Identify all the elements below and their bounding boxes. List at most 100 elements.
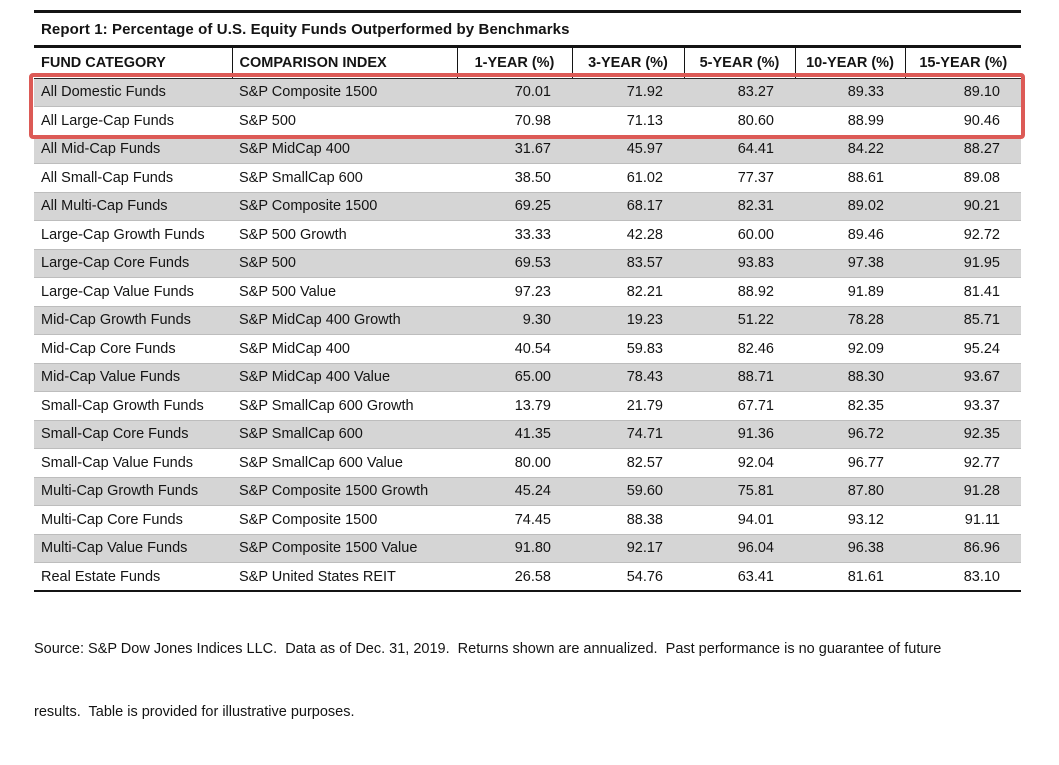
value-cell: 88.61 xyxy=(795,163,905,192)
value-cell: 91.36 xyxy=(684,419,795,449)
value-cell: 78.28 xyxy=(795,305,905,335)
fund-category-cell: All Domestic Funds xyxy=(34,78,232,107)
table-row: Mid-Cap Core Funds S&P MidCap 400 40.54 59.… xyxy=(34,334,1021,363)
column-header: 3-YEAR (%) xyxy=(571,48,684,79)
table-row: Multi-Cap Growth Funds S&P Composite 1500… xyxy=(34,476,1021,506)
value-cell: 83.57 xyxy=(572,248,684,278)
value-cell: 88.30 xyxy=(795,362,905,392)
value-cell: 93.67 xyxy=(905,362,1021,392)
value-cell: 88.27 xyxy=(905,134,1021,164)
value-cell: 90.46 xyxy=(905,106,1021,135)
table-row: Large-Cap Value Funds S&P 500 Value 97.23 8… xyxy=(34,277,1021,306)
value-cell: 9.30 xyxy=(457,305,572,335)
value-cell: 69.25 xyxy=(457,191,572,221)
value-cell: 96.72 xyxy=(795,419,905,449)
fund-category-cell: Multi-Cap Core Funds xyxy=(34,505,232,534)
table-row: All Mid-Cap Funds S&P MidCap 400 31.67 45.9… xyxy=(34,134,1021,164)
value-cell: 40.54 xyxy=(457,334,572,363)
comparison-index-cell: S&P 500 xyxy=(232,106,457,135)
comparison-index-cell: S&P SmallCap 600 Growth xyxy=(232,391,457,420)
value-cell: 70.98 xyxy=(457,106,572,135)
value-cell: 97.23 xyxy=(457,277,572,306)
value-cell: 71.13 xyxy=(572,106,684,135)
value-cell: 96.77 xyxy=(795,448,905,477)
value-cell: 89.46 xyxy=(795,220,905,249)
value-cell: 82.57 xyxy=(572,448,684,477)
report-table-wrap: FUND CATEGORY COMPARISON INDEX 1-YEAR (%) 3… xyxy=(29,48,1025,592)
value-cell: 88.99 xyxy=(795,106,905,135)
report-page: Report 1: Percentage of U.S. Equity Fund… xyxy=(29,10,1025,721)
value-cell: 82.31 xyxy=(684,191,795,221)
table-row: All Domestic Funds S&P Composite 1500 70.0… xyxy=(34,78,1021,107)
fund-category-cell: Small-Cap Core Funds xyxy=(34,419,232,449)
header-row: FUND CATEGORY COMPARISON INDEX 1-YEAR (%) 3… xyxy=(34,48,1021,79)
comparison-index-cell: S&P MidCap 400 Growth xyxy=(232,305,457,335)
table-row: Real Estate Funds S&P United States REIT 2… xyxy=(34,562,1021,591)
value-cell: 89.33 xyxy=(795,78,905,107)
value-cell: 54.76 xyxy=(572,562,684,591)
value-cell: 42.28 xyxy=(572,220,684,249)
table-row: Mid-Cap Value Funds S&P MidCap 400 Value 6… xyxy=(34,362,1021,392)
value-cell: 45.24 xyxy=(457,476,572,506)
value-cell: 77.37 xyxy=(684,163,795,192)
column-header: 5-YEAR (%) xyxy=(683,48,795,79)
value-cell: 51.22 xyxy=(684,305,795,335)
fund-category-cell: All Large-Cap Funds xyxy=(34,106,232,135)
comparison-index-cell: S&P Composite 1500 xyxy=(232,505,457,534)
value-cell: 74.71 xyxy=(572,419,684,449)
fund-category-cell: Large-Cap Core Funds xyxy=(34,248,232,278)
value-cell: 74.45 xyxy=(457,505,572,534)
fund-category-cell: All Mid-Cap Funds xyxy=(34,134,232,164)
value-cell: 80.00 xyxy=(457,448,572,477)
table-row: Multi-Cap Core Funds S&P Composite 1500 74… xyxy=(34,505,1021,534)
comparison-index-cell: S&P 500 xyxy=(232,248,457,278)
value-cell: 84.22 xyxy=(795,134,905,164)
value-cell: 21.79 xyxy=(572,391,684,420)
table-row: Small-Cap Core Funds S&P SmallCap 600 41.3… xyxy=(34,419,1021,449)
comparison-index-cell: S&P Composite 1500 xyxy=(232,191,457,221)
fund-category-cell: Mid-Cap Core Funds xyxy=(34,334,232,363)
comparison-index-cell: S&P 500 Growth xyxy=(232,220,457,249)
value-cell: 80.60 xyxy=(684,106,795,135)
table-row: All Large-Cap Funds S&P 500 70.98 71.13 80.6… xyxy=(34,106,1021,135)
value-cell: 33.33 xyxy=(457,220,572,249)
value-cell: 63.41 xyxy=(684,562,795,591)
column-header: FUND CATEGORY xyxy=(34,48,232,79)
column-header: 15-YEAR (%) xyxy=(904,48,1021,79)
comparison-index-cell: S&P Composite 1500 Growth xyxy=(232,476,457,506)
comparison-index-cell: S&P 500 Value xyxy=(232,277,457,306)
value-cell: 59.83 xyxy=(572,334,684,363)
comparison-index-cell: S&P SmallCap 600 Value xyxy=(232,448,457,477)
column-header: 1-YEAR (%) xyxy=(456,48,572,79)
value-cell: 91.11 xyxy=(905,505,1021,534)
value-cell: 81.61 xyxy=(795,562,905,591)
value-cell: 88.92 xyxy=(684,277,795,306)
value-cell: 78.43 xyxy=(572,362,684,392)
value-cell: 82.35 xyxy=(795,391,905,420)
fund-category-cell: Multi-Cap Value Funds xyxy=(34,533,232,563)
value-cell: 93.37 xyxy=(905,391,1021,420)
value-cell: 91.95 xyxy=(905,248,1021,278)
fund-category-cell: Real Estate Funds xyxy=(34,562,232,591)
value-cell: 91.80 xyxy=(457,533,572,563)
value-cell: 61.02 xyxy=(572,163,684,192)
value-cell: 88.71 xyxy=(684,362,795,392)
value-cell: 83.27 xyxy=(684,78,795,107)
comparison-index-cell: S&P MidCap 400 Value xyxy=(232,362,457,392)
report-title: Report 1: Percentage of U.S. Equity Fund… xyxy=(34,10,1021,48)
value-cell: 97.38 xyxy=(795,248,905,278)
value-cell: 85.71 xyxy=(905,305,1021,335)
value-cell: 91.89 xyxy=(795,277,905,306)
value-cell: 88.38 xyxy=(572,505,684,534)
table-row: All Multi-Cap Funds S&P Composite 1500 69.… xyxy=(34,191,1021,221)
table-row: Mid-Cap Growth Funds S&P MidCap 400 Growt… xyxy=(34,305,1021,335)
value-cell: 93.12 xyxy=(795,505,905,534)
value-cell: 95.24 xyxy=(905,334,1021,363)
value-cell: 87.80 xyxy=(795,476,905,506)
value-cell: 68.17 xyxy=(572,191,684,221)
value-cell: 38.50 xyxy=(457,163,572,192)
value-cell: 31.67 xyxy=(457,134,572,164)
comparison-index-cell: S&P United States REIT xyxy=(232,562,457,591)
value-cell: 92.17 xyxy=(572,533,684,563)
source-note: Source: S&P Dow Jones Indices LLC. Data … xyxy=(34,592,1021,765)
